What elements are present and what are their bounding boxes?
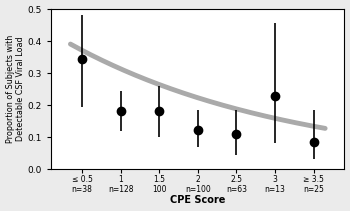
Y-axis label: Proportion of Subjects with
Detectable CSF Viral Load: Proportion of Subjects with Detectable C… — [6, 35, 25, 143]
X-axis label: CPE Score: CPE Score — [170, 195, 225, 206]
